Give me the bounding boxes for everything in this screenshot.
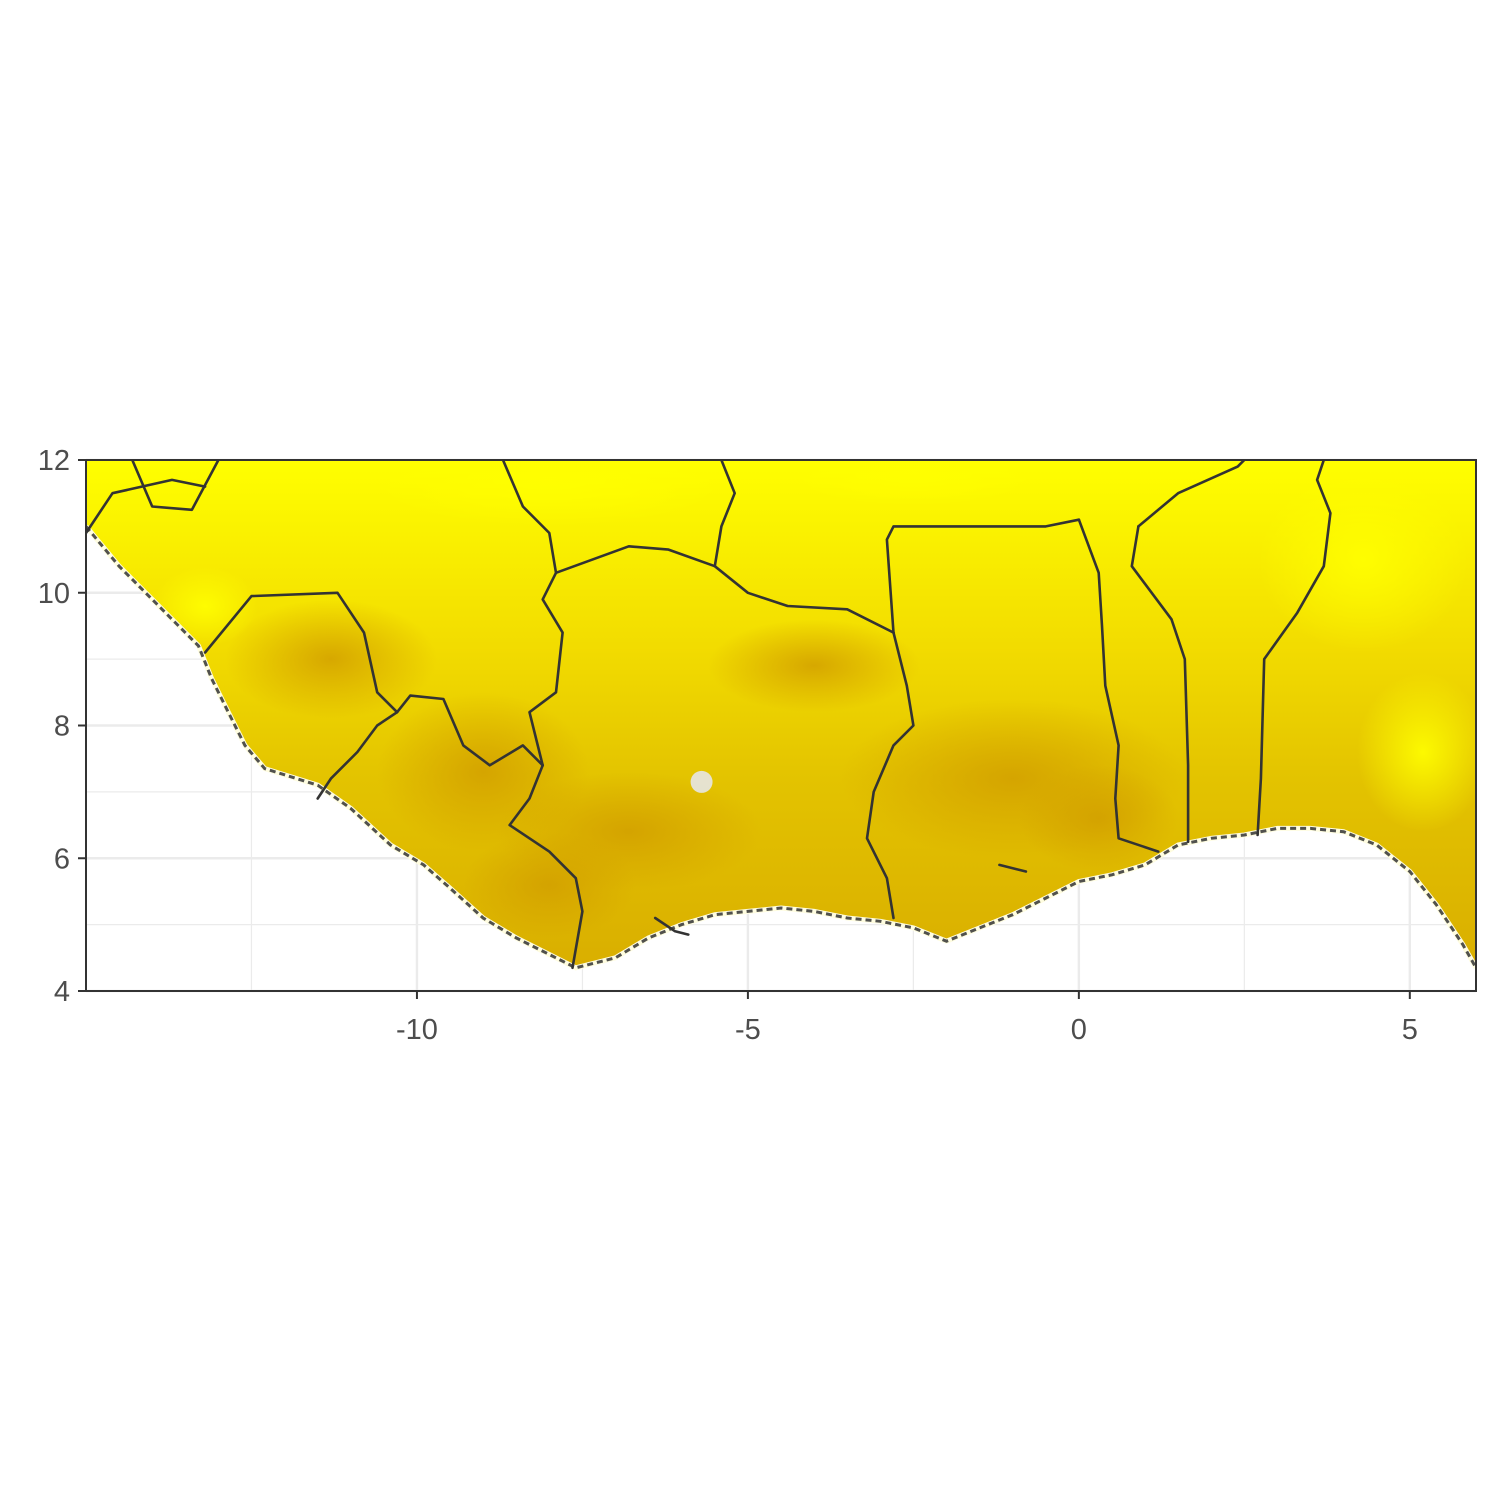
- x-tick-label: -5: [735, 1014, 761, 1046]
- country-border: [1077, 518, 1160, 853]
- country-border: [713, 460, 737, 568]
- country-border: [508, 763, 584, 970]
- y-tick-label: 8: [54, 711, 70, 743]
- country-border: [316, 694, 545, 800]
- country-border: [203, 591, 399, 714]
- country-border: [528, 544, 895, 767]
- country-borders: [86, 460, 1476, 970]
- country-border: [1130, 525, 1190, 844]
- x-axis: -10 -5 0 5: [396, 991, 1418, 1046]
- country-border: [1137, 460, 1246, 528]
- country-border: [865, 631, 915, 920]
- y-tick-label: 6: [54, 843, 70, 875]
- y-tick-label: 4: [54, 976, 70, 1008]
- country-border: [1256, 460, 1332, 837]
- land-raster: [86, 460, 1476, 968]
- country-border: [653, 916, 690, 936]
- y-axis: 4 6 8 10 12: [38, 445, 86, 1008]
- coastline-stroke: [86, 525, 1476, 970]
- country-border: [131, 460, 220, 512]
- x-tick-label: 5: [1402, 1014, 1418, 1046]
- country-border: [885, 518, 1081, 634]
- y-tick-label: 12: [38, 445, 70, 477]
- country-border: [998, 863, 1028, 873]
- missing-data-point: [690, 770, 713, 793]
- country-border: [501, 460, 558, 575]
- x-tick-label: 0: [1071, 1014, 1087, 1046]
- country-border: [86, 478, 207, 535]
- y-tick-label: 10: [38, 578, 70, 610]
- x-tick-label: -10: [396, 1014, 438, 1046]
